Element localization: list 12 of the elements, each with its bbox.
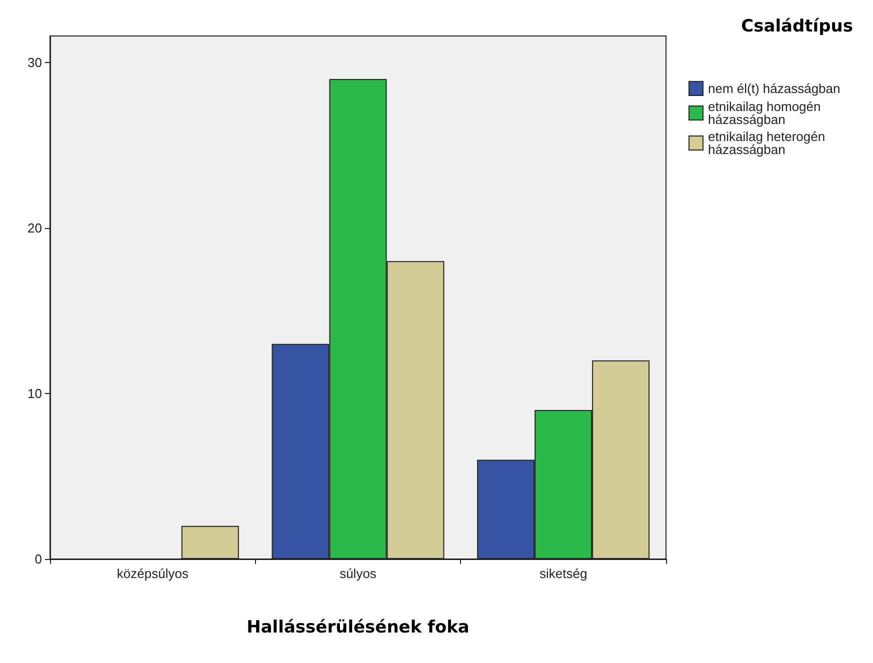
legend-label: nem él(t) házasságban bbox=[708, 81, 840, 96]
x-tick-label: középsúlyos bbox=[116, 566, 189, 581]
y-tick-label: 0 bbox=[34, 552, 42, 566]
legend-label: etnikailag heterogén házasságban bbox=[708, 129, 829, 157]
x-axis-title: Hallássérülésének foka bbox=[246, 618, 470, 638]
y-tick-label: 30 bbox=[28, 54, 42, 70]
legend-label: etnikailag homogén házasságban bbox=[708, 99, 824, 127]
x-tick-label: siketség bbox=[539, 566, 588, 581]
x-tick-label: súlyos bbox=[340, 566, 377, 581]
y-tick-label: 10 bbox=[28, 386, 42, 401]
legend-title: Családtípus bbox=[741, 16, 854, 36]
y-tick-label: 20 bbox=[28, 220, 42, 236]
